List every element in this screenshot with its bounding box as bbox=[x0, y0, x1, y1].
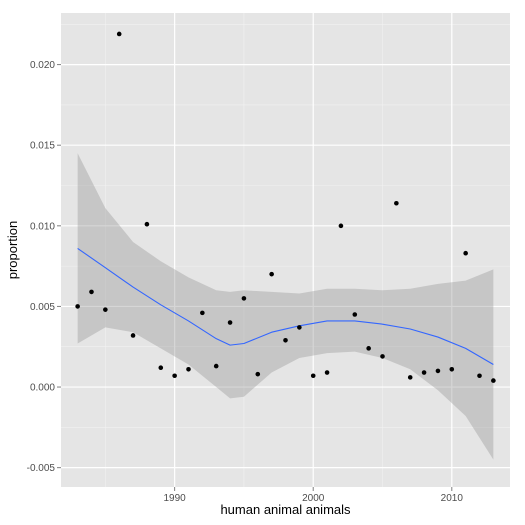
confidence-ribbon bbox=[77, 153, 494, 460]
data-point bbox=[103, 307, 108, 312]
x-axis-title: human animal animals bbox=[220, 502, 351, 517]
data-point bbox=[144, 221, 150, 227]
data-point bbox=[172, 373, 177, 379]
data-point bbox=[89, 289, 94, 295]
data-point bbox=[75, 304, 80, 309]
y-axis-ticks: -0.005 0.000 0.005 0.010 0.015 0.020 bbox=[27, 60, 61, 474]
data-points bbox=[75, 31, 496, 383]
data-point bbox=[449, 367, 455, 372]
major-gridlines bbox=[61, 13, 510, 487]
data-point bbox=[324, 370, 330, 375]
x-axis-ticks: 1990 2000 2010 bbox=[164, 487, 464, 504]
data-point bbox=[241, 296, 247, 301]
data-point bbox=[463, 250, 468, 256]
y-tick-label: -0.005 bbox=[27, 463, 56, 474]
data-point bbox=[380, 354, 385, 359]
y-axis-title: proportion bbox=[5, 221, 20, 280]
y-tick-label: 0.010 bbox=[30, 221, 55, 232]
data-point bbox=[186, 367, 191, 372]
data-point bbox=[269, 271, 274, 277]
minor-gridlines bbox=[61, 13, 510, 487]
data-point bbox=[297, 325, 302, 330]
data-point bbox=[116, 31, 122, 37]
y-tick-label: 0.015 bbox=[30, 141, 55, 152]
data-point bbox=[130, 333, 136, 338]
data-point bbox=[491, 378, 496, 383]
data-point bbox=[407, 375, 413, 380]
y-tick-label: 0.005 bbox=[30, 302, 55, 313]
data-point bbox=[366, 346, 371, 351]
smooth-trend-line bbox=[77, 247, 494, 365]
data-point bbox=[227, 320, 233, 325]
y-tick-label: 0.000 bbox=[30, 383, 55, 394]
data-point bbox=[338, 223, 344, 229]
data-point bbox=[352, 312, 358, 317]
data-point bbox=[255, 371, 261, 377]
data-point bbox=[394, 200, 399, 206]
data-point bbox=[435, 368, 441, 374]
data-point bbox=[158, 365, 164, 370]
x-tick-label: 2010 bbox=[441, 493, 464, 504]
data-point bbox=[310, 373, 316, 379]
data-point bbox=[477, 373, 482, 379]
data-point bbox=[283, 337, 288, 343]
plot-panel bbox=[61, 13, 510, 487]
y-tick-label: 0.020 bbox=[30, 60, 55, 71]
data-point bbox=[421, 370, 427, 375]
data-point bbox=[200, 310, 205, 316]
x-tick-label: 2000 bbox=[302, 493, 325, 504]
x-tick-label: 1990 bbox=[164, 493, 187, 504]
data-point bbox=[213, 363, 219, 369]
